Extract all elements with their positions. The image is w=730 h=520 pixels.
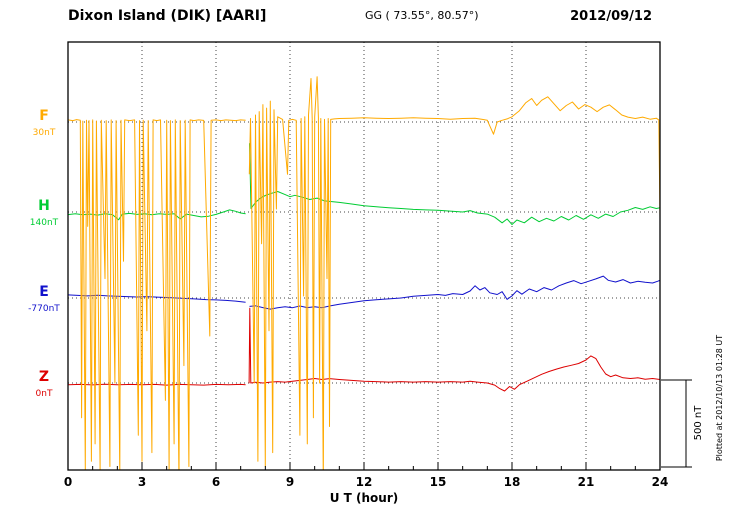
series-baseline-label-Z: 0nT xyxy=(36,389,53,399)
series-baseline-label-E: -770nT xyxy=(28,304,60,314)
x-tick-label: 24 xyxy=(652,475,669,489)
gridlines-group xyxy=(68,42,660,470)
series-baseline-label-F: 30nT xyxy=(33,128,56,138)
trace-H xyxy=(249,143,660,225)
x-tick-label: 0 xyxy=(64,475,72,489)
trace-F xyxy=(248,76,660,470)
x-tick-label: 3 xyxy=(138,475,146,489)
series-label-H: H xyxy=(38,198,50,214)
gg-coordinates: GG ( 73.55°, 80.57°) xyxy=(365,9,479,22)
x-tick-label: 6 xyxy=(212,475,220,489)
series-baseline-label-H: 140nT xyxy=(30,218,59,228)
x-axis-title: U T (hour) xyxy=(330,491,399,505)
trace-Z xyxy=(248,307,660,392)
series-label-E: E xyxy=(39,284,49,300)
scale-bar-label: 500 nT xyxy=(693,405,704,441)
series-label-Z: Z xyxy=(39,369,49,385)
x-tick-label: 12 xyxy=(356,475,373,489)
trace-E xyxy=(68,294,246,303)
traces-group xyxy=(68,76,660,470)
x-tick-label: 15 xyxy=(430,475,447,489)
x-axis-group: 0 3 6 9 12 15 18 21 24 xyxy=(64,462,669,489)
x-tick-label: 18 xyxy=(504,475,521,489)
plotted-at-note: Plotted at 2012/10/13 01:28 UT xyxy=(715,335,724,461)
series-label-F: F xyxy=(39,108,49,124)
scale-bar: 500 nT xyxy=(661,379,704,468)
trace-H xyxy=(68,209,246,221)
trace-E xyxy=(249,275,660,310)
series-labels-group: F 30nT H 140nT E -770nT Z 0nT xyxy=(28,108,60,399)
trace-F xyxy=(68,119,246,470)
x-tick-label: 9 xyxy=(286,475,294,489)
x-tick-label: 21 xyxy=(578,475,595,489)
station-title: Dixon Island (DIK) [AARI] xyxy=(68,8,266,24)
plot-date: 2012/09/12 xyxy=(570,9,652,24)
